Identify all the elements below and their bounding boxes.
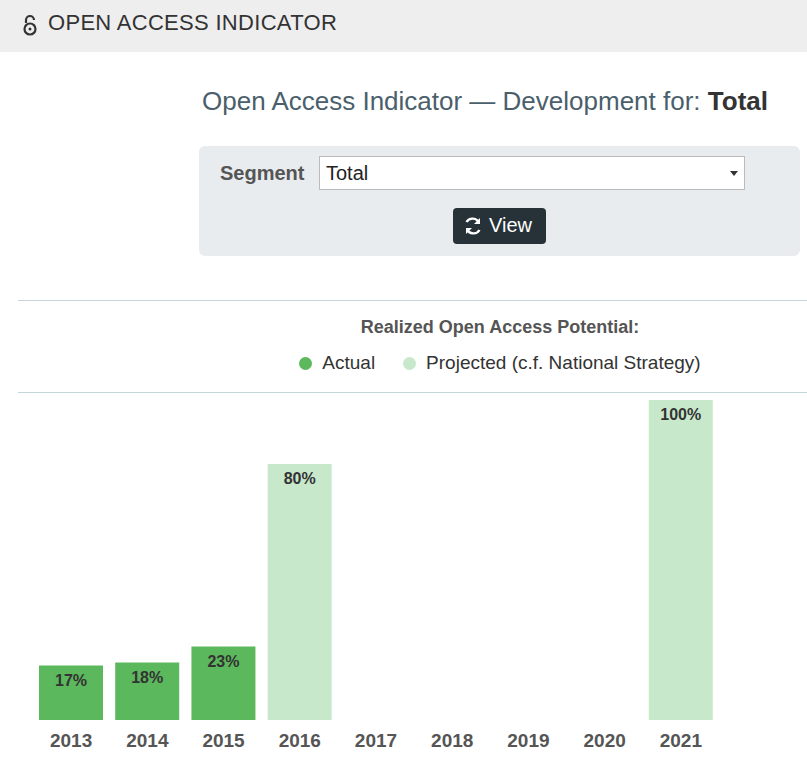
html-text:OPEN ACCESS INDICATOR: OPEN ACCESS INDICATOR	[48, 10, 338, 35]
svg-text:2017: 2017	[355, 730, 397, 751]
svg-text:2013: 2013	[50, 730, 92, 751]
svg-text:2018: 2018	[431, 730, 473, 751]
svg-text:2015: 2015	[202, 730, 245, 751]
svg-text:80%: 80%	[284, 470, 316, 487]
svg-text:100%: 100%	[660, 406, 701, 423]
svg-text:2014: 2014	[126, 730, 169, 751]
svg-text:18%: 18%	[131, 669, 163, 686]
svg-text:23%: 23%	[207, 653, 239, 670]
svg-text:17%: 17%	[55, 672, 87, 689]
html-text:Segment: Segment	[220, 162, 305, 184]
svg-text:2016: 2016	[279, 730, 321, 751]
html-text:Actual: Actual	[322, 352, 376, 373]
svg-text:2021: 2021	[660, 730, 703, 751]
html-text:Total: Total	[326, 162, 369, 184]
svg-text:2020: 2020	[584, 730, 626, 751]
html-text:Realized Open Access Potential: Realized Open Access Potential:	[360, 317, 640, 337]
html-text:Projected (c.f. National Strat: Projected (c.f. National Strategy)	[426, 352, 701, 373]
html-text:View: View	[489, 214, 532, 236]
html-text:Open Access Indicator — Develo: Open Access Indicator — Development for:…	[202, 86, 768, 116]
svg-text:2019: 2019	[507, 730, 549, 751]
